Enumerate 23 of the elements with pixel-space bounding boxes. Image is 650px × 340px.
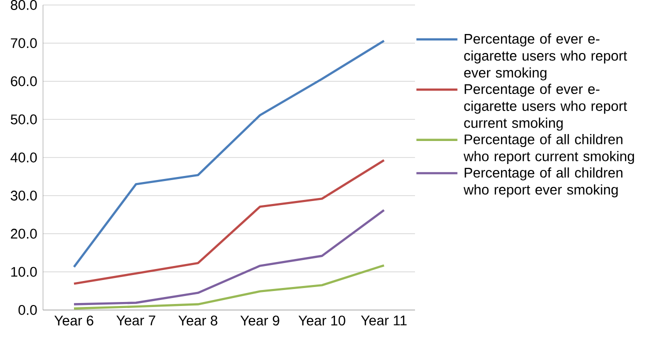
x-tick-label: Year 11 [361,316,407,326]
y-tick-label: 80.0 [10,0,37,10]
y-tick-label: 20.0 [10,228,37,239]
x-tick-label: Year 8 [178,316,218,326]
legend-label: Percentage of ever e-cigarette users who report current smoking [464,84,628,131]
line-series [72,209,386,306]
x-tick-label: Year 10 [298,316,346,326]
legend-label: Percentage of all children who report ever smoking [464,167,622,198]
y-tick-label: 0.0 [18,305,37,315]
legend-label: Percentage of all children who report current smoking [464,134,634,164]
x-tick-label: Year 7 [116,316,156,326]
y-tick-label: 40.0 [10,152,37,162]
x-tick-label: Year 9 [240,316,280,326]
y-tick-label: 70.0 [10,38,37,48]
line-series [72,40,386,268]
line-series [72,264,386,310]
y-tick-label: 60.0 [10,76,37,86]
y-tick-label: 30.0 [10,190,37,201]
y-tick-label: 10.0 [11,266,37,277]
y-tick-label: 50.0 [10,114,37,124]
line-series [72,159,386,285]
x-tick-label: Year 6 [54,316,94,326]
legend-label: Percentage of ever e-cigarette users who report ever smoking [464,34,628,80]
